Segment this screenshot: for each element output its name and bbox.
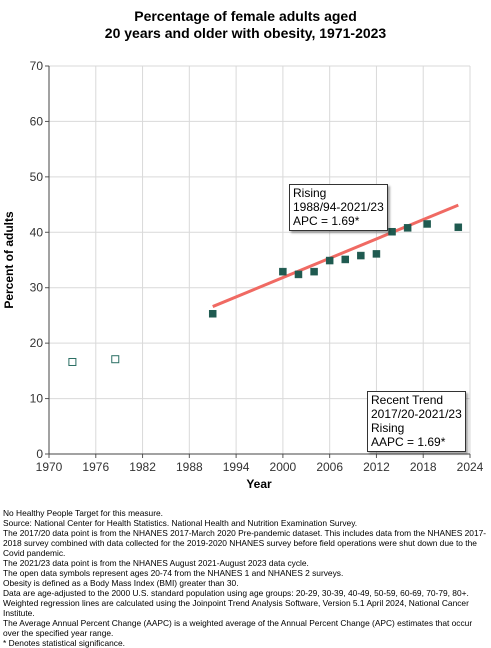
y-axis-label: Percent of adults	[2, 211, 16, 309]
filled-data-point	[423, 220, 431, 228]
recent-trend-line-3: Rising	[371, 421, 405, 435]
y-tick-label: 10	[30, 392, 44, 406]
trend-annotation-line-2: 1988/94-2021/23	[293, 200, 384, 214]
x-tick-label: 2000	[270, 460, 297, 474]
x-tick-label: 2006	[316, 460, 343, 474]
y-tick-label: 70	[30, 59, 44, 73]
y-tick-label: 40	[30, 225, 44, 239]
footnotes: No Healthy People Target for this measur…	[3, 508, 489, 648]
footnote: * Denotes statistical significance.	[3, 638, 125, 648]
y-tick-label: 20	[30, 336, 44, 350]
x-tick-label: 2012	[363, 460, 390, 474]
trend-line	[212, 203, 459, 308]
chart-title-line-2: 20 years and older with obesity, 1971-20…	[104, 25, 387, 41]
x-tick-label: 1970	[36, 460, 63, 474]
recent-trend-annotation-box: Recent Trend 2017/20-2021/23 Rising AAPC…	[367, 391, 466, 452]
footnote: The Average Annual Percent Change (AAPC)…	[3, 618, 473, 638]
recent-trend-line-2: 2017/20-2021/23	[371, 407, 462, 421]
x-tick-label: 1982	[129, 460, 156, 474]
axes: 0 10 20 30 40 50 60 70 1970 1976 1982 1988 1994 2000 2…	[30, 59, 484, 474]
x-tick-label: 2024	[457, 460, 484, 474]
footnote: The 2017/20 data point is from the NHANE…	[3, 528, 487, 558]
filled-data-point	[403, 224, 412, 232]
data-points	[68, 220, 463, 366]
y-tick-label: 0	[36, 447, 43, 461]
x-tick-label: 2018	[410, 460, 437, 474]
filled-data-point	[325, 256, 334, 265]
x-tick-label: 1994	[223, 460, 250, 474]
y-tick-label: 50	[30, 170, 44, 184]
filled-data-point	[372, 250, 381, 258]
footnote: Weighted regression lines are calculated…	[3, 598, 469, 618]
recent-trend-line-1: Recent Trend	[371, 393, 444, 407]
footnote: Source: National Center for Health Stati…	[3, 518, 358, 528]
filled-data-point	[341, 255, 350, 264]
x-tick-label: 1988	[176, 460, 203, 474]
footnote: No Healthy People Target for this measur…	[3, 508, 163, 518]
filled-data-point	[294, 270, 303, 279]
recent-trend-line-4: AAPC = 1.69*	[371, 435, 446, 449]
filled-data-point	[388, 227, 396, 236]
trend-annotation-line-1: Rising	[293, 186, 327, 200]
trend-annotation-line-3: APC = 1.69*	[293, 214, 360, 228]
filled-data-point	[357, 251, 365, 260]
open-data-point	[68, 357, 77, 366]
filled-data-point	[208, 310, 217, 318]
chart-title-line-1: Percentage of female adults aged	[134, 8, 357, 24]
x-axis-label: Year	[246, 477, 272, 491]
footnote: Obesity is defined as a Body Mass Index …	[3, 578, 239, 588]
footnote: Data are age-adjusted to the 2000 U.S. s…	[3, 588, 469, 598]
y-tick-label: 60	[30, 114, 44, 128]
x-tick-label: 1976	[82, 460, 109, 474]
open-data-point	[111, 355, 120, 364]
footnote: The 2021/23 data point is from the NHANE…	[3, 558, 309, 568]
filled-data-point	[454, 223, 463, 232]
trend-line-group	[212, 203, 459, 308]
filled-data-point	[279, 267, 287, 276]
filled-data-point	[310, 267, 318, 276]
trend-annotation-box: Rising 1988/94-2021/23 APC = 1.69*	[289, 184, 388, 231]
y-tick-label: 30	[30, 281, 44, 295]
footnote: The open data symbols represent ages 20-…	[3, 568, 344, 578]
chart-title: Percentage of female adults aged 20 year…	[0, 8, 491, 42]
